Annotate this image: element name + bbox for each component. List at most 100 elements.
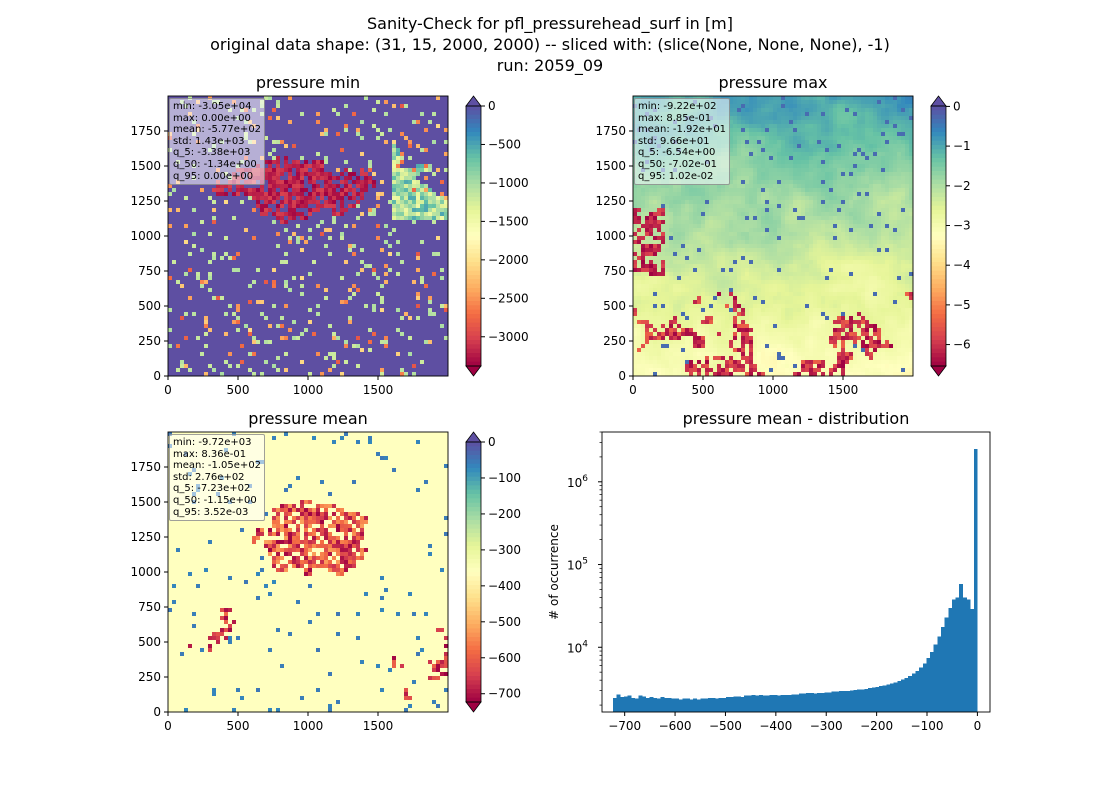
histogram-bar — [871, 687, 876, 712]
y-tick-label: 0 — [618, 369, 626, 383]
histogram-bar — [817, 693, 822, 712]
y-tick-label: 1500 — [130, 495, 161, 509]
histogram-bar — [649, 697, 654, 712]
colorbar-extend-min — [930, 365, 947, 377]
histogram-bar — [729, 697, 734, 712]
figure-title-line-1: Sanity-Check for pfl_pressurehead_surf i… — [367, 14, 733, 33]
histogram-bar — [886, 684, 891, 712]
histogram-bar — [627, 695, 632, 712]
colorbar-extend-min — [465, 701, 482, 713]
x-tick-label: 1500 — [828, 383, 859, 397]
histogram-bar — [620, 697, 625, 712]
histogram-bar — [616, 694, 621, 712]
histogram-bars — [613, 448, 978, 712]
histogram-x-tick-label: 0 — [974, 719, 982, 733]
histogram-bar — [966, 599, 971, 712]
histogram-x-tick-label: −700 — [608, 719, 641, 733]
histogram-bar — [758, 694, 763, 712]
histogram-bar — [704, 698, 709, 712]
histogram-bar — [795, 694, 800, 712]
histogram-bar — [667, 697, 672, 712]
histogram-bar — [624, 696, 628, 712]
histogram-bar — [740, 697, 745, 712]
histogram-x-tick-label: −600 — [659, 719, 692, 733]
histogram-bar — [904, 678, 909, 712]
histogram-bar — [787, 694, 792, 712]
histogram-bar — [722, 697, 727, 712]
y-tick-label: 500 — [138, 635, 161, 649]
histogram-bar — [798, 693, 803, 712]
histogram-bar — [809, 693, 814, 712]
x-tick-label: 1000 — [293, 383, 324, 397]
histogram-bar — [973, 448, 978, 712]
y-tick-label: 1500 — [595, 159, 626, 173]
histogram-x-tick-label: −300 — [810, 719, 843, 733]
histogram-bar — [868, 688, 873, 712]
x-tick-label: 500 — [227, 719, 250, 733]
histogram-bar — [937, 636, 942, 712]
histogram-bar — [940, 627, 945, 712]
histogram-bar — [933, 644, 938, 712]
colorbar-extend-max — [465, 95, 482, 107]
histogram-y-tick-label: 105 — [567, 557, 588, 573]
y-tick-label: 0 — [153, 705, 161, 719]
histogram-bar — [849, 690, 854, 712]
colorbar-2: 0 −1 −2 −3 −4 −5 −6 — [930, 95, 971, 377]
histogram-x-tick-label: −100 — [911, 719, 944, 733]
histogram-bar — [660, 697, 665, 712]
colorbar-tick-label: −300 — [488, 543, 521, 557]
histogram-bar — [922, 663, 927, 712]
colorbar-tick-label: −600 — [488, 651, 521, 665]
y-tick-label: 1000 — [595, 229, 626, 243]
y-tick-label: 1250 — [130, 194, 161, 208]
y-tick-label: 1250 — [595, 194, 626, 208]
y-tick-label: 250 — [138, 670, 161, 684]
histogram-bar — [726, 697, 730, 712]
histogram-bar — [638, 695, 643, 712]
x-tick-label: 500 — [227, 383, 250, 397]
histogram-bar — [656, 698, 661, 712]
histogram-bar — [889, 683, 894, 712]
histogram-bar — [700, 698, 705, 712]
histogram-bar — [831, 691, 836, 712]
x-tick-label: 0 — [164, 719, 172, 733]
histogram-bar — [715, 698, 720, 712]
heatmap-raster-2 — [633, 96, 914, 377]
colorbar-tick-label: −200 — [488, 507, 521, 521]
histogram-bar — [642, 696, 647, 712]
histogram-bar — [875, 687, 880, 712]
histogram-bar — [773, 694, 778, 712]
histogram-bar — [762, 695, 767, 712]
histogram-bar — [718, 697, 723, 712]
histogram-bar — [948, 607, 953, 712]
histogram-bar — [733, 696, 738, 712]
stats-box-3: min: -9.72e+03 max: 8.36e-01 mean: -1.05… — [169, 434, 266, 522]
histogram-bar — [951, 599, 956, 712]
heatmap-title-2: pressure max — [718, 73, 827, 92]
x-tick-label: 500 — [692, 383, 715, 397]
histogram-y-tick-label: 104 — [567, 639, 588, 655]
histogram-x-tick-label: −500 — [709, 719, 742, 733]
histogram-bar — [962, 597, 967, 712]
histogram-bar — [919, 667, 924, 712]
colorbar-tick-label: −3000 — [488, 330, 529, 344]
y-tick-label: 750 — [138, 600, 161, 614]
histogram-bar — [824, 692, 829, 712]
histogram-bar — [780, 694, 785, 712]
histogram-bar — [897, 681, 902, 712]
colorbar-tick-label: −3 — [953, 218, 971, 232]
x-tick-label: 1500 — [363, 719, 394, 733]
y-tick-label: 1250 — [130, 530, 161, 544]
y-tick-label: 1000 — [130, 229, 161, 243]
colorbar-tick-label: −6 — [953, 338, 971, 352]
histogram-bar — [879, 686, 883, 712]
histogram-bar — [707, 697, 712, 712]
y-tick-label: 750 — [138, 264, 161, 278]
histogram-bar — [631, 697, 636, 712]
y-tick-label: 1500 — [130, 159, 161, 173]
histogram-bar — [678, 699, 683, 712]
histogram-bar — [838, 691, 843, 712]
histogram-bar — [751, 694, 756, 712]
colorbar-tick-label: −4 — [953, 258, 971, 272]
